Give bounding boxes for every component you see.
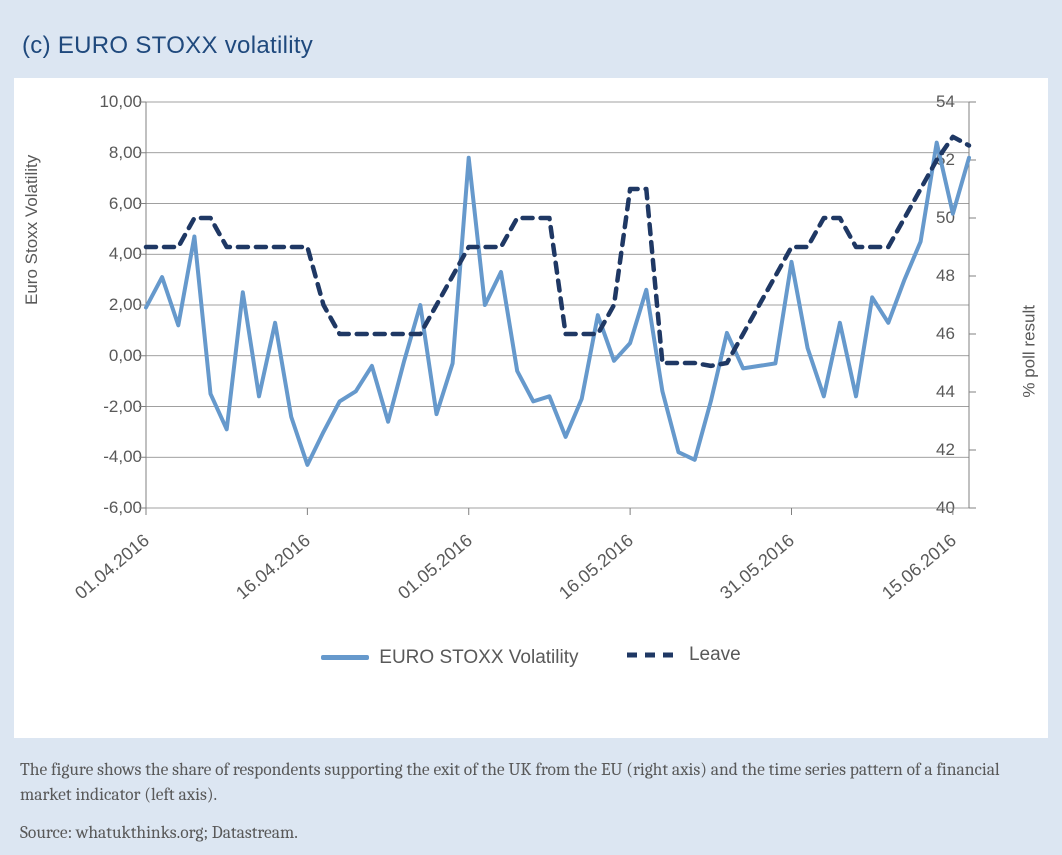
plot-area: Euro Stoxx Volatility % poll result 10,0…	[14, 90, 1048, 520]
chart-container: Euro Stoxx Volatility % poll result 10,0…	[14, 78, 1048, 738]
caption-source: Source: whatukthinks.org; Datastream.	[20, 821, 1042, 846]
x-axis-ticks: 01.04.201616.04.201601.05.201616.05.2016…	[14, 520, 1048, 640]
legend-swatch-volatility	[321, 655, 369, 660]
series-volatility	[146, 143, 969, 465]
caption-description: The figure shows the share of respondent…	[20, 758, 1042, 809]
legend-label-volatility: EURO STOXX Volatility	[379, 647, 578, 669]
legend-label-leave: Leave	[689, 644, 741, 666]
legend-swatch-leave	[627, 650, 679, 660]
chart-legend: EURO STOXX Volatility Leave	[14, 644, 1048, 669]
chart-caption: The figure shows the share of respondent…	[14, 758, 1048, 846]
chart-title: (c) EURO STOXX volatility	[22, 32, 1048, 60]
legend-item-leave: Leave	[627, 644, 741, 666]
legend-item-volatility: EURO STOXX Volatility	[321, 647, 578, 669]
chart-svg	[14, 90, 1048, 520]
series-leave	[146, 137, 969, 366]
